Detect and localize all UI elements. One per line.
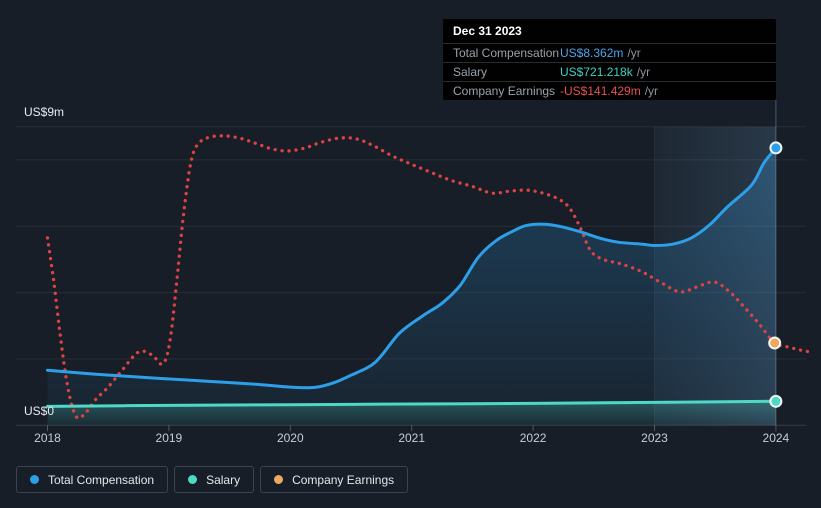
series-line-total-compensation	[46, 146, 778, 390]
tooltip-row-total-compensation: Total Compensation US$8.362m/yr	[443, 43, 776, 62]
series-line-company-earnings	[45, 134, 812, 420]
x-axis-label-2022: 2022	[519, 431, 547, 445]
end-marker-total-compensation	[769, 141, 783, 155]
tooltip-row-label: Salary	[453, 65, 488, 79]
y-axis-label-bottom: US$0	[24, 404, 55, 418]
x-axis-label-2018: 2018	[34, 431, 61, 445]
legend-dot-icon	[188, 475, 198, 484]
legend-label: Salary	[206, 472, 241, 487]
area-fill-salary	[47, 401, 776, 426]
legend-label: Total Compensation	[48, 472, 155, 487]
tooltip-row-label: Total Compensation	[453, 46, 560, 60]
legend-item-total-compensation[interactable]: Total Compensation	[16, 466, 169, 493]
tooltip-row-salary: Salary US$721.218k/yr	[443, 62, 776, 81]
tooltip-row-value: US$8.362m	[560, 46, 624, 60]
tooltip-row-suffix: /yr	[644, 84, 659, 98]
series-line-salary	[46, 399, 778, 408]
legend-label: Company Earnings	[292, 472, 395, 487]
tooltip-date: Dec 31 2023	[453, 24, 522, 38]
area-fill-total-compensation	[47, 147, 776, 426]
end-marker-company-earnings	[768, 336, 782, 350]
x-axis-label-2024: 2024	[762, 431, 790, 445]
x-axis-label-2023: 2023	[641, 431, 668, 445]
x-axis-label-2021: 2021	[398, 431, 426, 445]
hover-tooltip: Dec 31 2023 Total Compensation US$8.362m /…	[443, 19, 776, 100]
x-axis-label-2019: 2019	[155, 431, 183, 445]
y-axis-label-top: US$9m	[24, 105, 65, 119]
legend-dot-icon	[30, 475, 39, 484]
tooltip-row-value: US$721.218k	[560, 65, 633, 79]
tooltip-row-label: Company Earnings	[453, 84, 556, 98]
highlight-band-2023-2024	[654, 126, 776, 426]
tooltip-rows: Total Compensation US$8.362m/yr Salary US$7…	[443, 43, 776, 100]
legend-item-company-earnings[interactable]: Company Earnings	[260, 466, 409, 493]
chart-legend: Total Compensation Salary Company Earnings	[16, 466, 409, 493]
legend-dot-icon	[274, 475, 284, 484]
x-axis-label-2020: 2020	[276, 431, 304, 445]
end-marker-salary	[769, 394, 783, 408]
legend-item-salary[interactable]: Salary	[174, 466, 255, 493]
tooltip-row-suffix: /yr	[636, 65, 651, 79]
tooltip-row-value: -US$141.429m	[560, 84, 641, 98]
tooltip-row-company-earnings: Company Earnings -US$141.429m/yr	[443, 81, 776, 100]
tooltip-row-suffix: /yr	[627, 46, 641, 60]
